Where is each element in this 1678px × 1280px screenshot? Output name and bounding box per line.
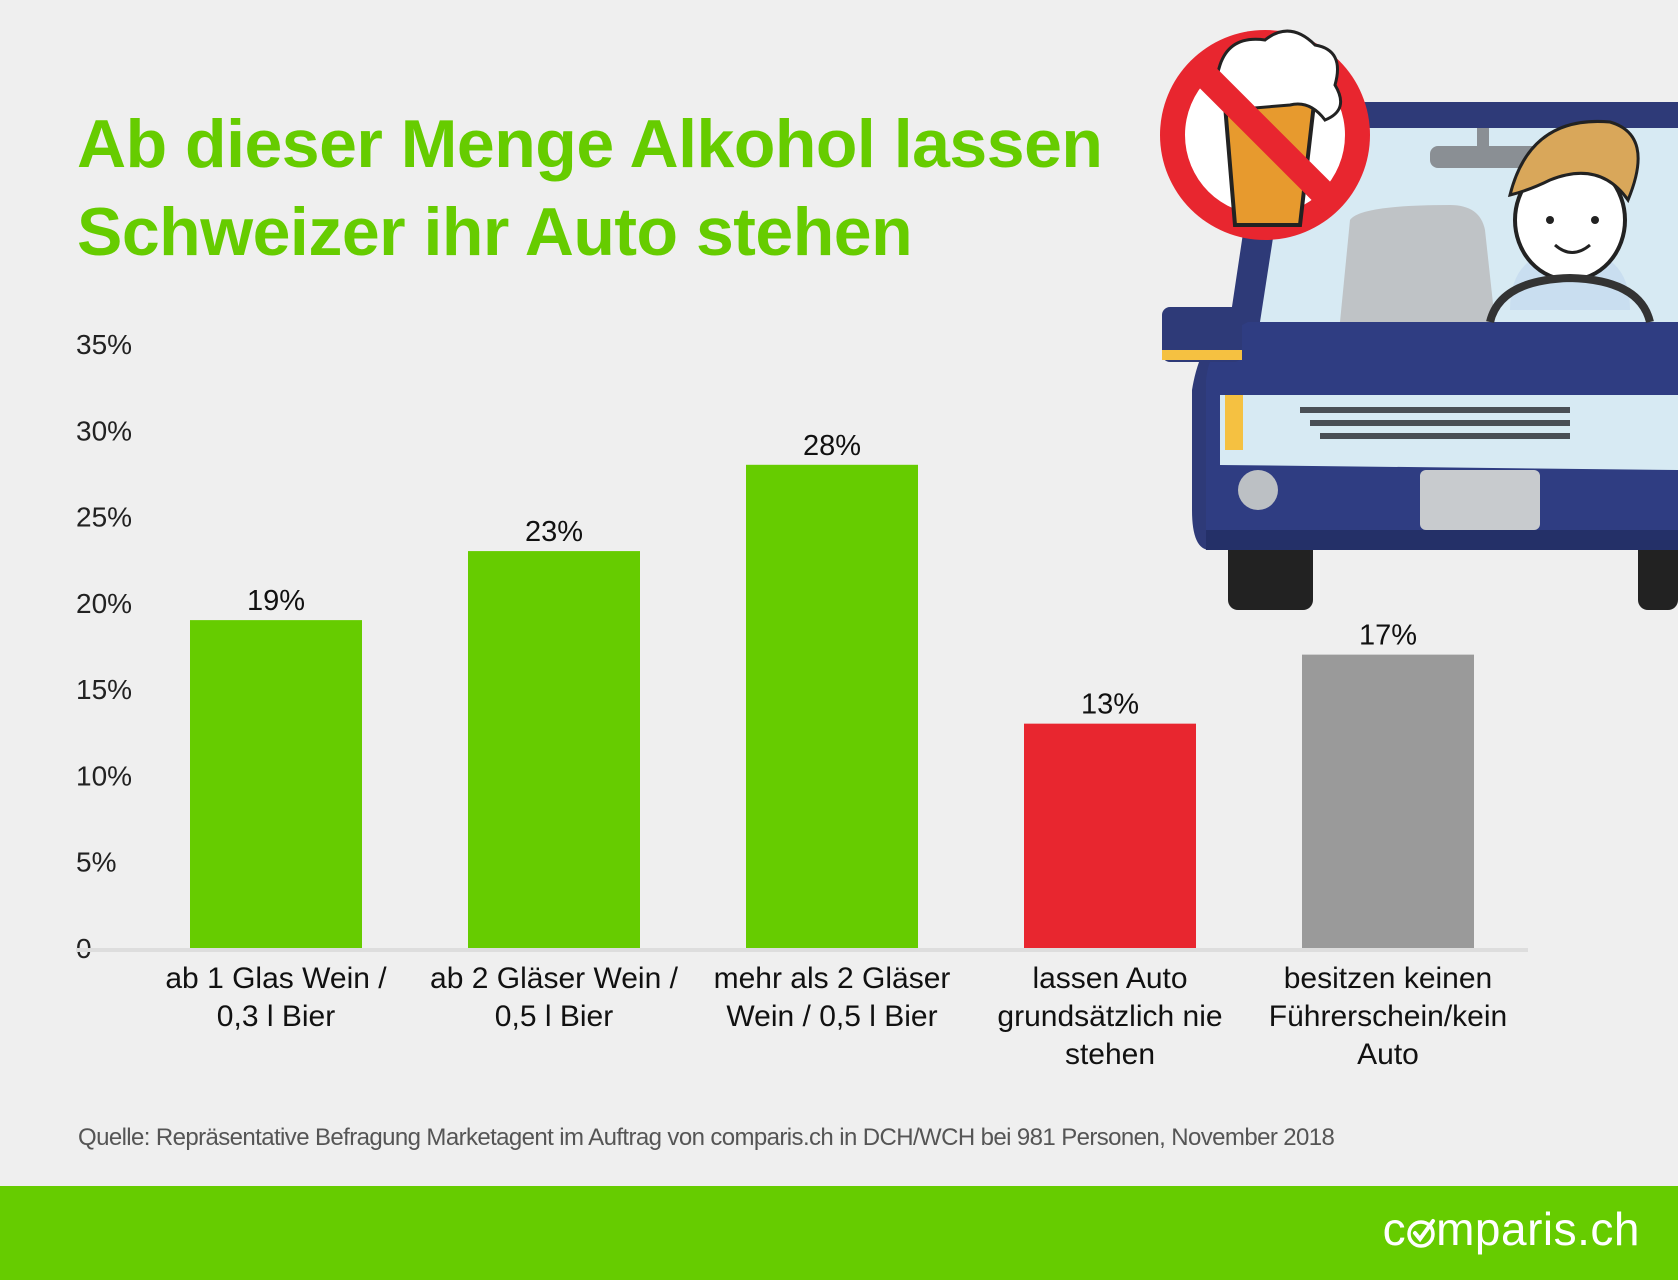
y-tick-label: 10% [76, 760, 132, 791]
data-label: 23% [525, 516, 583, 548]
y-tick-label: 25% [76, 502, 132, 533]
bar [190, 620, 362, 948]
y-tick-label: 35% [76, 329, 132, 360]
brand-suffix: mparis.ch [1436, 1203, 1640, 1255]
no-drinking-and-driving-icon [1160, 29, 1678, 610]
footer-bar: c mparis.ch [0, 1186, 1678, 1280]
chart-title: Ab dieser Menge Alkohol lassen Schweizer… [77, 100, 1177, 276]
y-tick-label: 20% [76, 588, 132, 619]
data-label: 13% [1081, 689, 1139, 721]
chart-title-line2: Schweizer ihr Auto stehen [77, 194, 913, 270]
data-label: 19% [247, 585, 305, 617]
data-label: 28% [803, 430, 861, 462]
no-beer-sign-icon [1160, 29, 1370, 240]
x-tick-label: besitzen keinen Führerschein/kein Auto [1269, 962, 1507, 1071]
comparis-logo[interactable]: c mparis.ch [1383, 1202, 1640, 1256]
x-tick-label: mehr als 2 Gläser Wein / 0,5 l Bier [714, 962, 951, 1033]
source-note: Quelle: Repräsentative Befragung Marketa… [78, 1124, 1335, 1151]
x-tick-label: ab 1 Glas Wein /0,3 l Bier [165, 962, 387, 1033]
x-tick-label: lassen Auto grundsätzlich nie stehen [997, 962, 1222, 1071]
y-tick-label: 5% [76, 847, 116, 878]
data-label: 17% [1359, 620, 1417, 652]
bar [1302, 654, 1474, 948]
brand-prefix: c [1382, 1203, 1407, 1255]
checkmark-icon [1407, 1219, 1436, 1248]
driver-icon [1486, 119, 1654, 324]
value-labels: 19% 23% 28% 13% 17% [247, 430, 1417, 721]
bar [1024, 723, 1196, 948]
y-axis: 05%10%15%20%25%30%35% [76, 329, 132, 964]
category-labels: ab 1 Glas Wein /0,3 l Bier ab 2 Gläser We… [165, 962, 1507, 1071]
x-tick-label: ab 2 Gläser Wein /0,5 l Bier [430, 962, 679, 1033]
y-tick-label: 30% [76, 415, 132, 446]
bar [468, 551, 640, 948]
bar-chart: 05%10%15%20%25%30%35% 19%23%28%13%17% ab… [76, 329, 1528, 1071]
y-tick-label: 15% [76, 674, 132, 705]
chart-title-line1: Ab dieser Menge Alkohol lassen [77, 106, 1103, 182]
bar [746, 464, 918, 948]
bars [190, 464, 1474, 948]
